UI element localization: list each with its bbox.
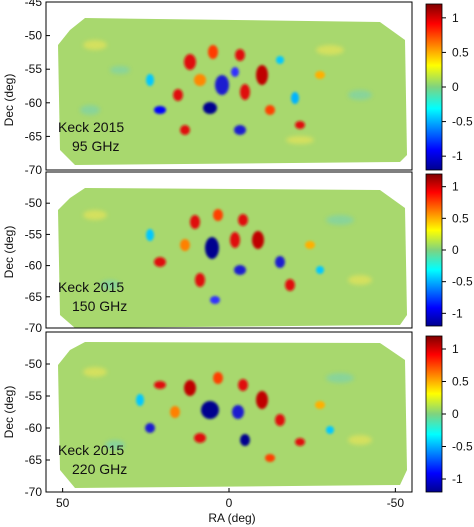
colorbar-220ghz: 1 0.5 0 -0.5 -1	[425, 335, 473, 493]
y-tick-label: -65	[25, 290, 43, 304]
y-tick-label: -50	[25, 357, 43, 371]
panel-label-95ghz-line2: 95 GHz	[72, 138, 119, 154]
colorbar-tick-label: 0.5	[452, 45, 469, 59]
x-ticks-220ghz: 50 0 -50	[56, 488, 404, 510]
y-ticks-220ghz: -50 -55 -60 -65 -70	[25, 357, 50, 499]
colorbar-tick-label: -1	[452, 149, 463, 163]
y-tick-label: -60	[25, 259, 43, 273]
x-axis-label: RA (deg)	[208, 511, 255, 525]
colorbar-tick-label: 0	[452, 80, 459, 94]
panel-label-220ghz-line2: 220 GHz	[72, 461, 127, 477]
panel-label-95ghz-line1: Keck 2015	[58, 119, 124, 135]
y-tick-label: -70	[25, 485, 43, 499]
colorbar-tick-label: 1	[452, 11, 459, 25]
colorbar-tick-label: -0.5	[452, 440, 473, 454]
y-tick-label: -65	[25, 453, 43, 467]
y-tick-label: -55	[25, 389, 43, 403]
y-axis-label-150ghz: Dec (deg)	[2, 226, 16, 279]
y-axis-label-220ghz: Dec (deg)	[2, 386, 16, 439]
colorbar-tick-label: -0.5	[452, 275, 473, 289]
x-tick-label: -50	[387, 496, 405, 510]
colorbar-tick-label: -1	[452, 472, 463, 486]
colorbar-tick-label: 0.5	[452, 375, 469, 389]
colorbar-95ghz: 1 0.5 0 -0.5 -1	[425, 3, 473, 171]
colorbar-tick-label: 0.5	[452, 211, 469, 225]
sky-map-150ghz	[58, 188, 407, 328]
x-tick-label: 50	[56, 496, 70, 510]
plot-frame-95ghz	[45, 1, 413, 171]
y-tick-label: -45	[25, 0, 43, 9]
y-tick-label: -60	[25, 96, 43, 110]
colorbar-150ghz: 1 0.5 0 -0.5 -1	[425, 173, 473, 327]
panel-220ghz: -50 -55 -60 -65 -70 50 0 -50 Keck 2015 220 GHz…	[2, 331, 473, 525]
y-ticks-150ghz: -50 -55 -60 -65 -70	[25, 196, 50, 335]
y-axis-label-95ghz: Dec (deg)	[2, 74, 16, 127]
y-tick-label: -60	[25, 421, 43, 435]
colorbar-tick-label: 0	[452, 243, 459, 257]
plot-frame-150ghz	[45, 171, 413, 329]
y-tick-label: -50	[25, 29, 43, 43]
y-tick-label: -70	[25, 321, 43, 335]
y-tick-label: -65	[25, 129, 43, 143]
sky-map-220ghz	[58, 342, 407, 488]
y-tick-label: -70	[25, 163, 43, 177]
panel-label-220ghz-line1: Keck 2015	[58, 442, 124, 458]
x-tick-label: 0	[226, 496, 233, 510]
colorbar-tick-label: 0	[452, 407, 459, 421]
panel-label-150ghz-line1: Keck 2015	[58, 279, 124, 295]
panel-150ghz: -50 -55 -60 -65 -70 Keck 2015 150 GHz Dec (d…	[2, 171, 473, 335]
y-ticks-95ghz: -45 -50 -55 -60 -65 -70	[25, 0, 50, 177]
colorbar-tick-label: -1	[452, 306, 463, 320]
colorbar-tick-label: 1	[452, 180, 459, 194]
panel-label-150ghz-line2: 150 GHz	[72, 298, 127, 314]
y-tick-label: -55	[25, 227, 43, 241]
sky-map-95ghz	[58, 18, 407, 165]
y-tick-label: -55	[25, 62, 43, 76]
colorbar-tick-label: 1	[452, 342, 459, 356]
colorbar-tick-label: -0.5	[452, 115, 473, 129]
y-tick-label: -50	[25, 196, 43, 210]
panel-95ghz: -45 -50 -55 -60 -65 -70 Keck 2015 95 GHz Dec …	[2, 0, 473, 177]
